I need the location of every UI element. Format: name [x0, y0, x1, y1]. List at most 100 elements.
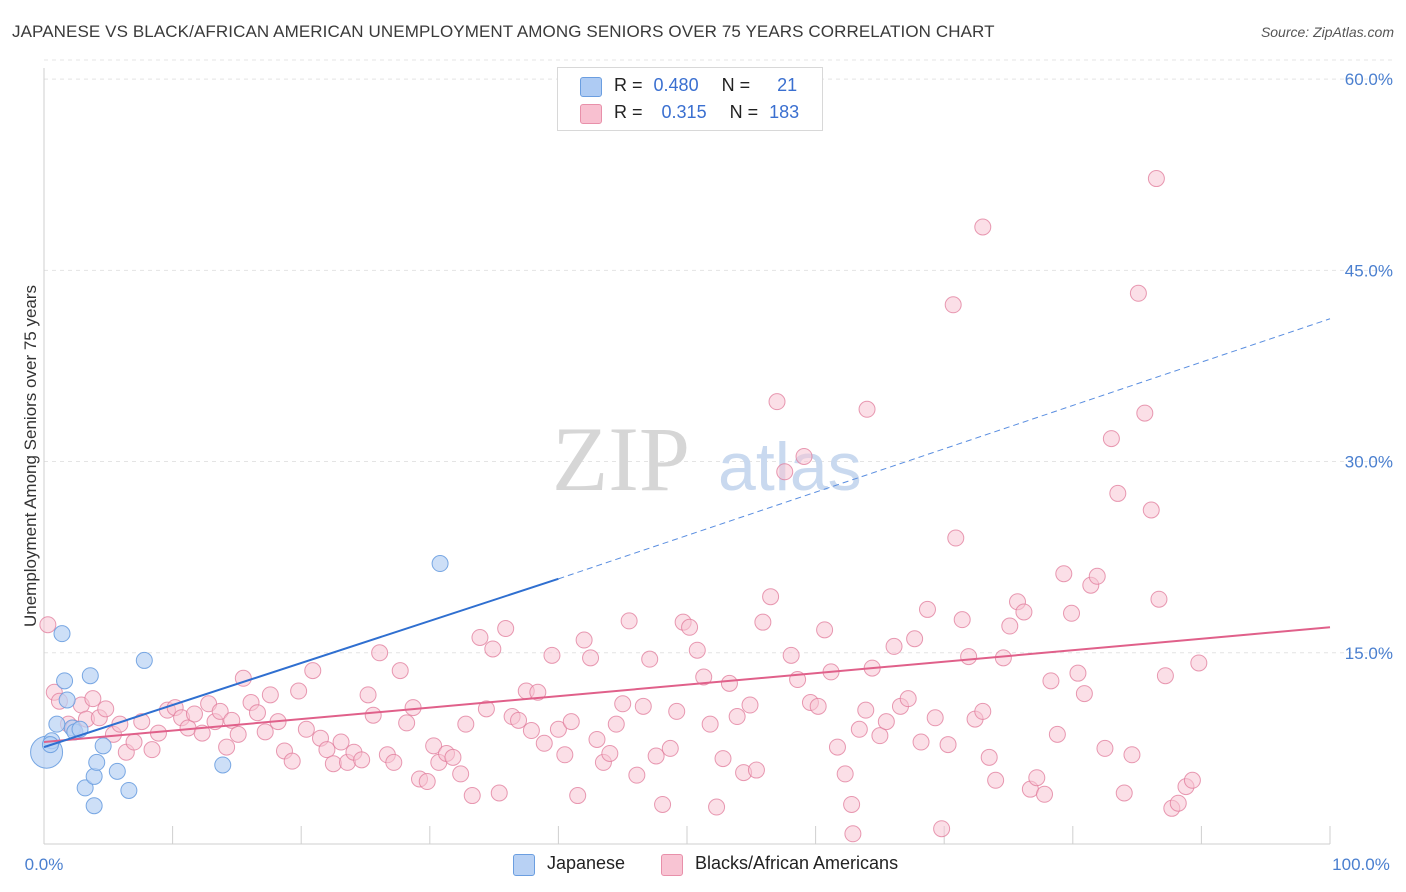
- data-point-japanese: [48, 715, 66, 733]
- data-point-black: [987, 771, 1005, 789]
- data-point-black: [754, 613, 772, 631]
- y-tick-label: 15.0%: [1345, 644, 1393, 663]
- source-label: Source: ZipAtlas.com: [1260, 24, 1394, 40]
- data-point-black: [795, 447, 813, 465]
- bottom-legend-swatch-black: [661, 854, 683, 876]
- data-point-black: [1150, 590, 1168, 608]
- data-point-black: [1169, 794, 1187, 812]
- data-point-japanese: [85, 797, 103, 815]
- watermark-zip: ZIP: [552, 408, 690, 510]
- trend-line-black: [43, 626, 1331, 744]
- data-point-black: [543, 646, 561, 664]
- data-point-black: [477, 700, 495, 718]
- data-point-black: [1069, 664, 1087, 682]
- y-tick-label: 60.0%: [1345, 70, 1393, 89]
- data-point-black: [695, 668, 713, 686]
- data-point-black: [1096, 739, 1114, 757]
- data-point-black: [871, 727, 889, 745]
- data-point-black: [463, 787, 481, 805]
- data-point-black: [944, 296, 962, 314]
- x-tick-label-max: 100.0%: [1332, 855, 1390, 874]
- correlation-legend: R = 0.480 N = 21 R = 0.315 N = 183: [557, 67, 823, 131]
- data-point-black: [97, 700, 115, 718]
- y-axis-label: Unemployment Among Seniors over 75 years: [21, 285, 40, 627]
- data-point-black: [1001, 617, 1019, 635]
- data-point-black: [714, 750, 732, 768]
- legend-r-value: 0.480: [653, 75, 699, 95]
- data-point-black: [953, 611, 971, 629]
- data-point-black: [1136, 404, 1154, 422]
- data-point-black: [353, 751, 371, 769]
- data-point-black: [782, 646, 800, 664]
- data-point-black: [701, 715, 719, 733]
- data-point-black: [125, 733, 143, 751]
- data-point-black: [607, 715, 625, 733]
- data-point-black: [1015, 603, 1033, 621]
- data-point-black: [641, 650, 659, 668]
- data-point-black: [974, 218, 992, 236]
- trend-lines: [43, 318, 1331, 749]
- data-point-black: [857, 701, 875, 719]
- data-point-black: [1063, 604, 1081, 622]
- data-point-black: [828, 738, 846, 756]
- data-point-black: [256, 723, 274, 741]
- legend-n-label: N =: [721, 75, 751, 95]
- data-point-black: [877, 713, 895, 731]
- data-point-black: [457, 715, 475, 733]
- legend-r-label: R =: [614, 75, 643, 95]
- legend-swatch-black: [580, 104, 602, 124]
- data-point-black: [218, 738, 236, 756]
- data-point-black: [452, 765, 470, 783]
- data-point-black: [359, 686, 377, 704]
- data-point-black: [1036, 785, 1054, 803]
- data-point-black: [1147, 170, 1165, 188]
- data-point-black: [84, 690, 102, 708]
- y-tick-label: 30.0%: [1345, 453, 1393, 472]
- data-point-black: [549, 720, 567, 738]
- data-point-black: [654, 795, 672, 813]
- data-point-black: [304, 662, 322, 680]
- data-point-japanese: [135, 651, 153, 669]
- data-point-japanese: [108, 762, 126, 780]
- data-point-japanese: [88, 753, 106, 771]
- data-point-black: [1156, 667, 1174, 685]
- trend-line-japanese: [43, 577, 559, 749]
- data-point-black: [1055, 565, 1073, 583]
- data-point-black: [926, 709, 944, 727]
- data-point-black: [1088, 567, 1106, 585]
- data-point-black: [1142, 501, 1160, 519]
- data-point-black: [620, 612, 638, 630]
- data-point-black: [960, 648, 978, 666]
- data-point-black: [906, 630, 924, 648]
- data-point-black: [490, 784, 508, 802]
- data-point-black: [844, 825, 862, 843]
- data-point-black: [661, 739, 679, 757]
- data-point-black: [471, 628, 489, 646]
- data-point-black: [497, 620, 515, 638]
- y-tick-label: 45.0%: [1345, 261, 1393, 280]
- data-point-black: [398, 714, 416, 732]
- data-point-black: [364, 706, 382, 724]
- data-point-black: [418, 773, 436, 791]
- data-point-black: [899, 690, 917, 708]
- data-point-black: [229, 725, 247, 743]
- x-tick-label-min: 0.0%: [25, 855, 64, 874]
- data-point-black: [332, 733, 350, 751]
- watermark: ZIP atlas: [552, 408, 862, 510]
- data-point-japanese: [81, 667, 99, 685]
- data-point-japanese: [85, 767, 103, 785]
- data-point-black: [1190, 654, 1208, 672]
- data-point-black: [324, 755, 342, 773]
- data-point-black: [614, 695, 632, 713]
- data-point-black: [535, 734, 553, 752]
- legend-n-value: 183: [769, 102, 800, 122]
- data-point-japanese: [94, 737, 112, 755]
- data-point-black: [391, 662, 409, 680]
- legend-n-label: N =: [729, 102, 759, 122]
- data-point-black: [283, 752, 301, 770]
- data-point-black: [143, 741, 161, 759]
- data-point-black: [836, 765, 854, 783]
- data-point-black: [297, 720, 315, 738]
- data-point-japanese: [56, 672, 74, 690]
